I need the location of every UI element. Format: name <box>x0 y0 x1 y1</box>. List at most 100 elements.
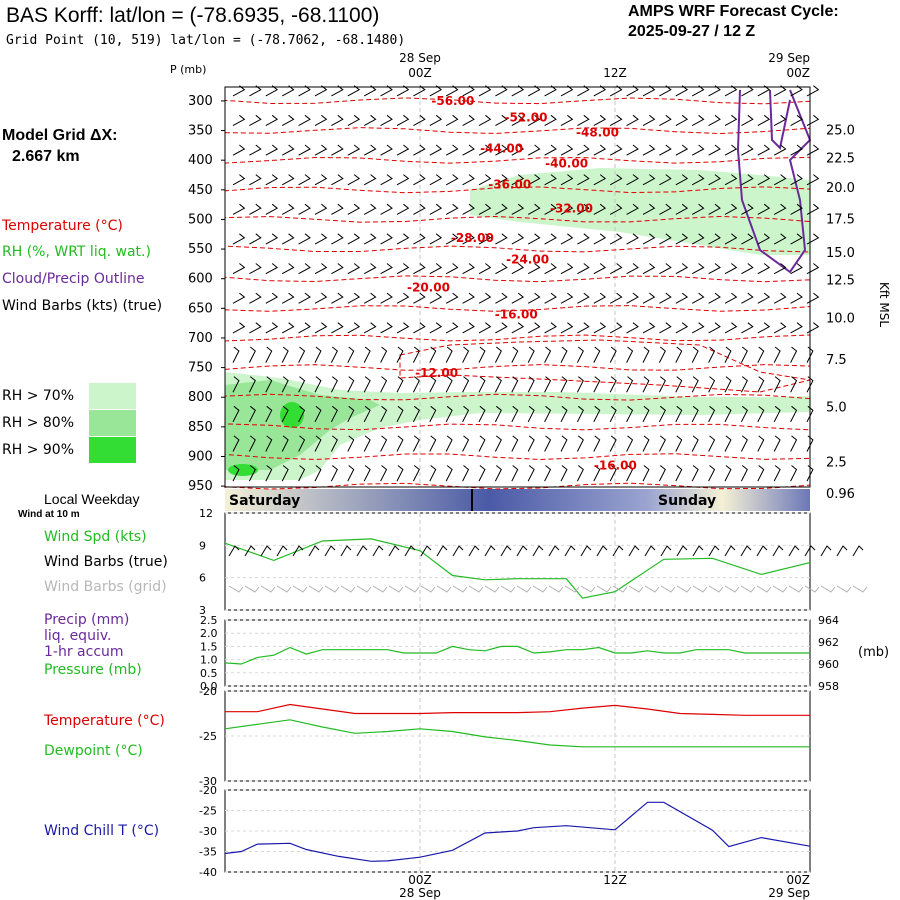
wind-barb <box>396 346 404 363</box>
wind-barb <box>658 405 666 423</box>
wind-barb <box>757 405 765 423</box>
sfc-wind-barb-grid <box>484 585 500 593</box>
rh-90-core <box>280 402 304 428</box>
wind-barb <box>790 144 803 156</box>
wind-barb <box>708 322 721 334</box>
series-line <box>224 538 811 599</box>
legend-dewpoint: Dewpoint (°C) <box>44 743 143 759</box>
sfc-wind-barb-grid <box>516 585 532 593</box>
wind-barb <box>576 405 584 423</box>
wind-barb <box>708 346 716 363</box>
wind-barb <box>708 263 721 275</box>
isotherm-line <box>224 364 811 371</box>
pressure-tick-label: 650 <box>188 301 213 316</box>
wind-barb <box>363 322 377 334</box>
pressure-right-tick-label: 962 <box>818 636 839 649</box>
wind-barb <box>708 203 721 215</box>
wind-barb <box>511 405 519 423</box>
wind-barb <box>298 114 311 126</box>
pressure-tick-label: 400 <box>188 153 213 168</box>
height-axis-title: Kft MSL <box>877 282 891 327</box>
wind-barb <box>413 233 426 245</box>
wind-barb <box>626 376 634 393</box>
wind-barb <box>249 114 262 126</box>
wind-barb <box>626 203 639 215</box>
wind-barb <box>757 376 765 393</box>
sfc-wind-barb-true <box>788 545 800 557</box>
wind-barb <box>445 322 459 334</box>
legend-wind-barbs-grid: Wind Barbs (grid) <box>44 579 167 595</box>
sfc-wind-barb-grid <box>244 585 260 593</box>
pressure-tick-label: 800 <box>188 390 213 405</box>
pressure-tick-label: 750 <box>188 361 213 376</box>
sfc-wind-barb-grid <box>612 585 628 593</box>
wind-barb <box>790 435 798 452</box>
wind-barb <box>790 114 803 126</box>
wind-barb <box>478 233 492 245</box>
wind-barb <box>445 263 459 275</box>
wind-barb <box>757 322 771 334</box>
wind-barb <box>675 263 689 275</box>
sfc-wind-barb-true <box>308 545 320 557</box>
wind-barb <box>544 144 557 156</box>
wind-barb <box>412 405 420 423</box>
wind-barb <box>724 203 738 215</box>
wind-barb <box>478 346 486 363</box>
wind-barb <box>232 435 240 452</box>
wind-barb <box>265 435 273 452</box>
wind-barb <box>511 376 519 393</box>
isotherm-line <box>224 275 811 283</box>
panel-tick-label: -20 <box>199 685 217 698</box>
isotherm-line <box>224 156 811 164</box>
wind-barb <box>363 263 377 275</box>
wind-barb <box>806 85 820 97</box>
wind-barb <box>281 263 295 275</box>
wind-barb <box>495 233 508 245</box>
wind-barb <box>773 233 787 245</box>
isotherm-line <box>224 453 811 460</box>
legend-precip-liq: liq. equiv. <box>44 628 112 644</box>
wind-barb <box>576 435 584 452</box>
legend-wind-barbs: Wind Barbs (kts) (true) <box>2 298 163 314</box>
wind-barb <box>347 405 355 423</box>
pressure-tick-label: 700 <box>188 331 213 346</box>
wind-barb <box>298 144 311 156</box>
precip-tick-label: 2.5 <box>200 614 218 627</box>
wind-barb <box>494 435 502 452</box>
sfc-wind-barb-true <box>468 545 480 557</box>
sfc-wind-barb-grid <box>420 585 436 593</box>
rh-90-surface <box>228 464 258 476</box>
wind-barb <box>577 144 590 156</box>
wind-barb <box>642 233 656 245</box>
wind-barb <box>248 346 256 363</box>
wind-barb <box>380 263 393 275</box>
wind-barb <box>757 263 771 275</box>
panel-frame <box>224 512 811 611</box>
wind-barb <box>576 465 584 482</box>
wind-barb <box>298 174 311 186</box>
sfc-wind-barb-grid <box>820 585 836 593</box>
wind-barb <box>675 114 689 126</box>
wind-barb <box>724 263 738 275</box>
wind-barb <box>298 203 311 215</box>
height-tick-label: 20.0 <box>826 181 855 196</box>
wind-barb <box>544 465 552 482</box>
wind-barb <box>248 405 256 423</box>
wind-barb <box>445 435 453 452</box>
precip-tick-label: 1.0 <box>200 654 218 667</box>
wind-barb <box>249 174 262 186</box>
precip-tick-label: 0.5 <box>200 667 218 680</box>
wind-barb <box>593 203 607 215</box>
wind-barb <box>593 263 607 275</box>
sfc-wind-barb-true <box>804 545 816 557</box>
wind-barb <box>298 435 306 452</box>
wind-barb <box>708 292 721 304</box>
wind-barb <box>691 405 699 423</box>
wind-barb <box>609 233 623 245</box>
wind-barb <box>773 322 787 334</box>
height-tick-label: 0.96 <box>826 487 855 502</box>
wind-barb <box>642 174 656 186</box>
isotherm-label: -28.00 <box>451 231 494 245</box>
wind-barb <box>281 144 295 156</box>
panel-tick-label: 9 <box>199 539 206 552</box>
